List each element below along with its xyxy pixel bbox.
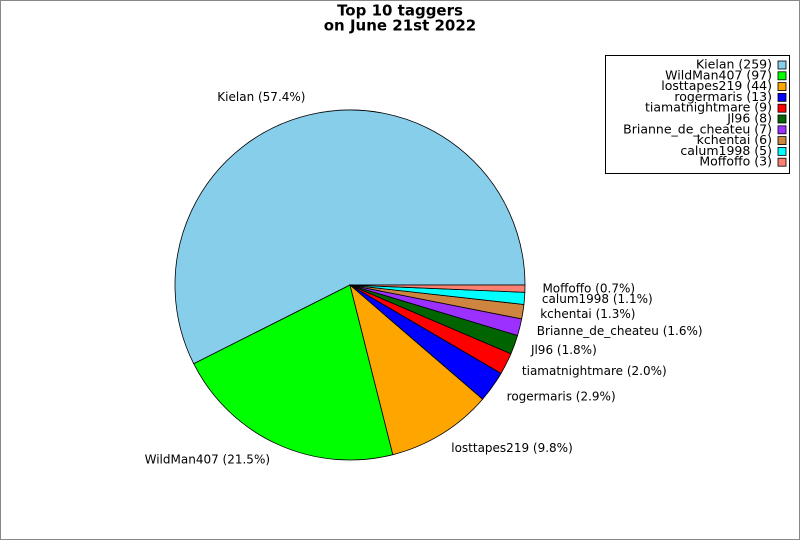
pie-slice (174, 109, 526, 365)
slice-label: Brianne_de_cheateu (1.6%) (537, 324, 703, 338)
legend-label: Jl96 (8) (726, 111, 772, 126)
legend-swatch (777, 136, 787, 146)
slice-label: Moffoffo (0.7%) (542, 282, 635, 296)
legend-swatch (777, 71, 787, 81)
slice-label: losttapes219 (9.8%) (451, 441, 573, 455)
chart-title: Top 10 taggers (337, 2, 463, 20)
slice-label: Kielan (57.4%) (217, 90, 305, 104)
legend-swatch (777, 82, 787, 91)
legend-box (605, 55, 790, 174)
slice-label: Jl96 (1.8%) (530, 343, 597, 357)
legend-label: Kielan (259) (696, 57, 772, 72)
legend-label: tiamatnightmare (9) (645, 100, 772, 115)
legend-label: calum1998 (5) (680, 143, 772, 158)
pie-slice (193, 284, 394, 461)
slice-label: tiamatnightmare (2.0%) (522, 364, 667, 378)
legend-swatch (777, 60, 787, 70)
legend-label: kchentai (6) (697, 132, 772, 147)
legend-label: Brianne_de_cheateu (7) (623, 121, 772, 136)
legend-swatch (777, 146, 787, 156)
legend-label: WildMan407 (97) (665, 67, 772, 82)
legend-swatch (777, 103, 787, 113)
pie-slice (349, 284, 526, 293)
legend-swatch (777, 125, 787, 135)
slice-label: kchentai (1.3%) (540, 307, 635, 321)
pie-slice (349, 283, 484, 456)
legend-swatch (777, 93, 787, 102)
slice-label: WildMan407 (21.5%) (145, 453, 270, 467)
slice-label: calum1998 (1.1%) (542, 292, 653, 306)
chart-subtitle: on June 21st 2022 (324, 17, 476, 35)
legend-label: Moffoffo (3) (699, 154, 772, 169)
slice-label: rogermaris (2.9%) (507, 389, 616, 403)
legend-swatch (777, 157, 787, 167)
legend-swatch (777, 114, 787, 124)
legend-label: losttapes219 (44) (661, 78, 772, 93)
legend-label: rogermaris (13) (674, 89, 772, 104)
